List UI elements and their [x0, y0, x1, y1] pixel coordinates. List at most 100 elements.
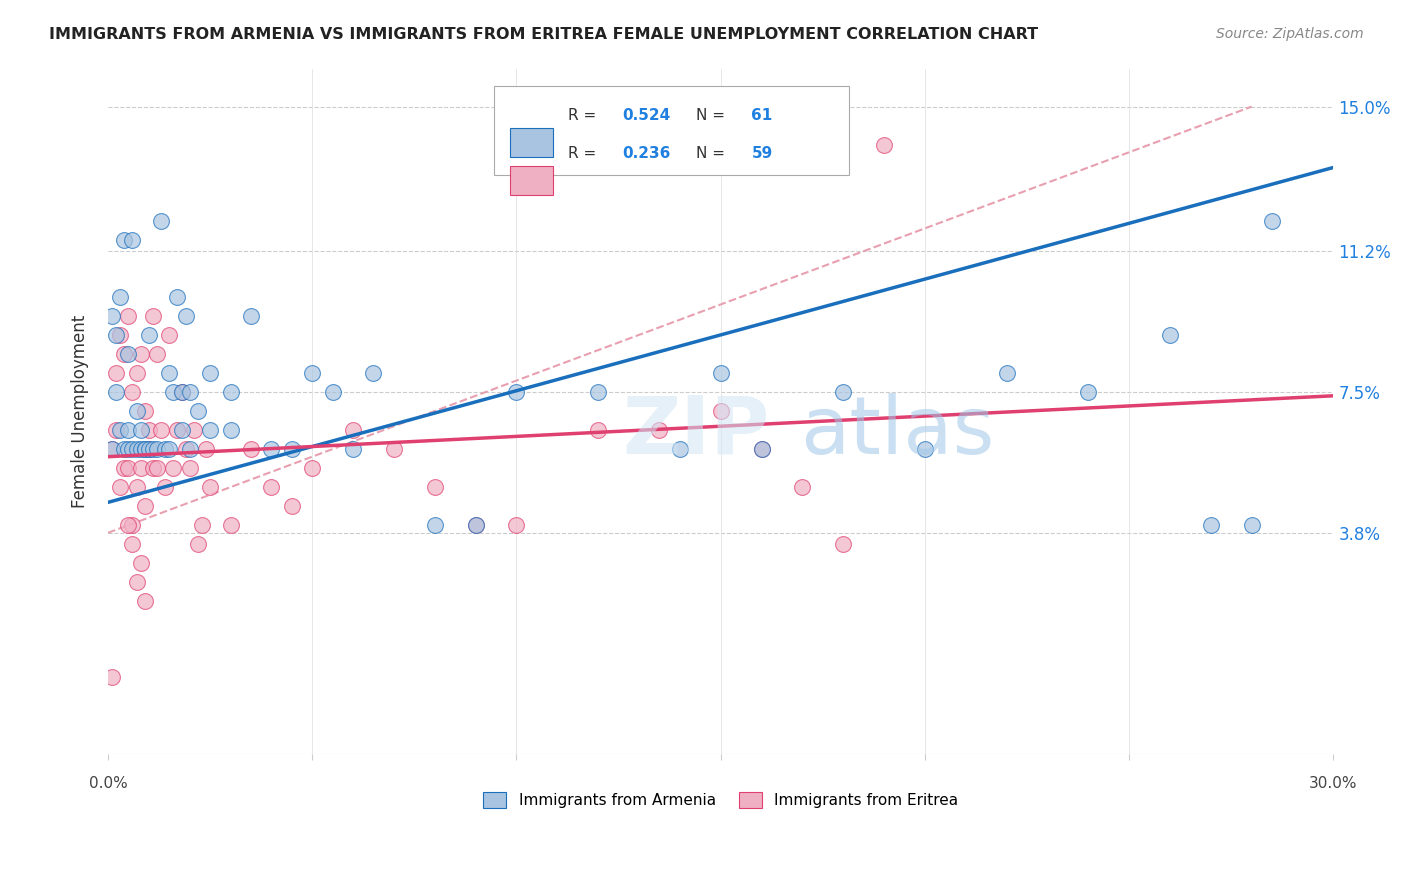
Point	[125, 480, 148, 494]
Point	[166, 423, 188, 437]
Point	[121, 537, 143, 551]
Point	[586, 423, 609, 437]
Point	[146, 442, 169, 456]
Legend: Immigrants from Armenia, Immigrants from Eritrea: Immigrants from Armenia, Immigrants from…	[478, 786, 965, 814]
Text: 30.0%: 30.0%	[1309, 776, 1358, 791]
Point	[134, 499, 156, 513]
Point	[464, 518, 486, 533]
Point	[121, 384, 143, 399]
Point	[129, 347, 152, 361]
Point	[112, 461, 135, 475]
Point	[914, 442, 936, 456]
Text: Source: ZipAtlas.com: Source: ZipAtlas.com	[1216, 27, 1364, 41]
Point	[129, 442, 152, 456]
Point	[1240, 518, 1263, 533]
Point	[423, 480, 446, 494]
Point	[174, 442, 197, 456]
Point	[129, 423, 152, 437]
Point	[191, 518, 214, 533]
Point	[995, 366, 1018, 380]
Y-axis label: Female Unemployment: Female Unemployment	[72, 314, 89, 508]
Text: 0.236: 0.236	[623, 145, 671, 161]
Point	[505, 384, 527, 399]
Text: R =: R =	[568, 145, 600, 161]
Point	[219, 384, 242, 399]
Point	[117, 442, 139, 456]
Point	[117, 461, 139, 475]
Point	[150, 213, 173, 227]
Point	[105, 366, 128, 380]
Text: 59: 59	[751, 145, 772, 161]
Point	[134, 442, 156, 456]
Point	[125, 442, 148, 456]
Point	[117, 518, 139, 533]
Point	[710, 366, 733, 380]
Point	[153, 442, 176, 456]
Point	[170, 384, 193, 399]
Point	[322, 384, 344, 399]
Point	[105, 384, 128, 399]
Point	[1077, 384, 1099, 399]
Point	[125, 575, 148, 590]
Point	[110, 423, 132, 437]
Point	[260, 480, 283, 494]
Point	[198, 366, 221, 380]
Point	[157, 366, 180, 380]
FancyBboxPatch shape	[494, 86, 849, 175]
Point	[187, 537, 209, 551]
Point	[146, 347, 169, 361]
Point	[170, 384, 193, 399]
Text: ZIP: ZIP	[623, 392, 770, 471]
Point	[129, 461, 152, 475]
Text: R =: R =	[568, 108, 600, 123]
Point	[121, 233, 143, 247]
Point	[101, 670, 124, 684]
Point	[110, 480, 132, 494]
Point	[505, 518, 527, 533]
Point	[187, 404, 209, 418]
Point	[101, 309, 124, 323]
Point	[134, 594, 156, 608]
Point	[183, 423, 205, 437]
Point	[751, 442, 773, 456]
Point	[1159, 327, 1181, 342]
Point	[239, 309, 262, 323]
Text: 61: 61	[751, 108, 772, 123]
Point	[342, 442, 364, 456]
Point	[198, 423, 221, 437]
Point	[363, 366, 385, 380]
Point	[342, 423, 364, 437]
Point	[142, 461, 165, 475]
Point	[162, 461, 184, 475]
Point	[117, 347, 139, 361]
Point	[121, 442, 143, 456]
Point	[101, 442, 124, 456]
Point	[142, 442, 165, 456]
Point	[260, 442, 283, 456]
Point	[121, 518, 143, 533]
Point	[792, 480, 814, 494]
Point	[150, 423, 173, 437]
Point	[105, 423, 128, 437]
Text: N =: N =	[696, 145, 730, 161]
Point	[219, 518, 242, 533]
Point	[125, 404, 148, 418]
Point	[110, 290, 132, 304]
Point	[281, 499, 304, 513]
Point	[157, 442, 180, 456]
FancyBboxPatch shape	[510, 166, 553, 194]
Point	[166, 290, 188, 304]
Point	[239, 442, 262, 456]
Point	[710, 404, 733, 418]
Point	[138, 442, 160, 456]
Point	[281, 442, 304, 456]
Point	[423, 518, 446, 533]
Point	[174, 309, 197, 323]
Point	[112, 347, 135, 361]
Text: 0.0%: 0.0%	[89, 776, 128, 791]
Point	[101, 442, 124, 456]
Text: IMMIGRANTS FROM ARMENIA VS IMMIGRANTS FROM ERITREA FEMALE UNEMPLOYMENT CORRELATI: IMMIGRANTS FROM ARMENIA VS IMMIGRANTS FR…	[49, 27, 1039, 42]
Point	[138, 327, 160, 342]
Point	[110, 327, 132, 342]
Point	[751, 442, 773, 456]
